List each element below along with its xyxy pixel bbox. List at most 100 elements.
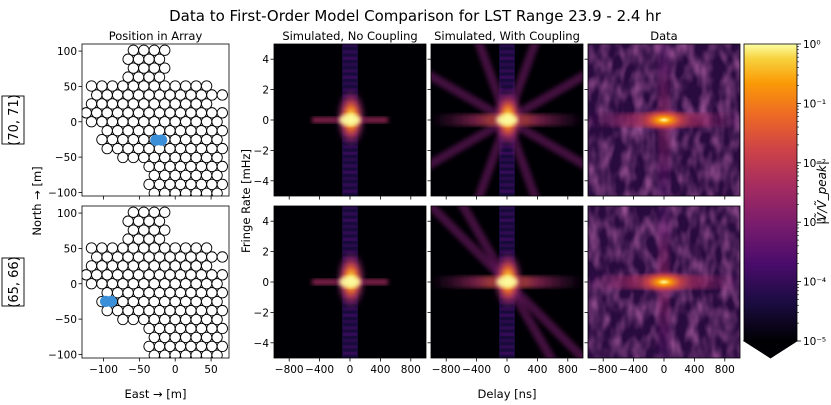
column-stripe <box>343 75 357 79</box>
antenna-marker <box>216 269 228 281</box>
antenna-marker <box>216 107 228 119</box>
x-tick-label: −800 <box>432 364 461 376</box>
antenna-marker <box>85 80 98 92</box>
antenna-marker <box>153 71 166 83</box>
column-stripe <box>500 345 514 349</box>
y-tick-label: 4 <box>262 216 269 228</box>
array-xlabel: East → [m] <box>125 387 187 401</box>
column-stripe <box>343 164 357 168</box>
column-stripe <box>343 345 357 349</box>
x-tick-label: 800 <box>715 364 735 376</box>
x-tick-label: −800 <box>589 364 618 376</box>
antenna-marker <box>96 242 108 254</box>
antenna-marker <box>216 251 228 263</box>
array-panel-1: 100 50 0 −50 −100 (70, 71) <box>1 43 230 200</box>
highlighted-antenna <box>105 295 118 308</box>
antenna-marker <box>153 233 166 245</box>
antenna-marker <box>159 206 171 218</box>
heatmap-panel-2-3: −800 −400 0 400 800 <box>584 205 741 376</box>
antenna-marker <box>216 304 228 317</box>
heatmap-panel-title: Simulated, No Coupling <box>282 29 417 43</box>
x-tick-label: −400 <box>305 364 334 376</box>
antenna-marker <box>216 142 228 155</box>
colorbar-tick-label: 10⁻⁴ <box>803 277 826 289</box>
y-tick-label: 50 <box>64 81 77 93</box>
heatmap-panel-1-1: 4 2 0 −2 −4 Simulated, No Coupling <box>254 29 427 200</box>
antenna-marker <box>216 322 228 335</box>
heatmap-xlabel: Delay [ns] <box>478 387 537 401</box>
column-stripe <box>343 212 357 216</box>
column-stripe <box>343 225 357 229</box>
colorbar: |Ṽ/Ṽ_peak| <box>742 43 829 359</box>
antenna-marker <box>180 242 192 254</box>
column-stripe <box>343 183 357 187</box>
antenna-marker <box>200 242 213 254</box>
antenna-marker <box>211 169 223 182</box>
y-tick-label: −50 <box>55 152 77 164</box>
x-tick-label: 400 <box>684 364 704 376</box>
column-stripe <box>343 326 357 330</box>
peak-core <box>496 276 518 288</box>
column-stripe <box>500 332 514 336</box>
column-stripe <box>343 69 357 73</box>
highlighted-antenna <box>155 134 168 146</box>
antenna-marker <box>200 80 213 92</box>
antenna-marker <box>159 62 171 74</box>
antenna-marker <box>85 242 98 254</box>
x-tick-label: 50 <box>204 364 217 376</box>
x-tick-label: 400 <box>527 364 547 376</box>
antenna-marker <box>216 178 228 190</box>
antenna-marker <box>169 242 181 254</box>
column-stripe <box>343 332 357 336</box>
array-panel-2: 100 50 0 −50 −100 −100 −50 0 50 (65, 66) <box>1 205 230 376</box>
x-tick-label: 800 <box>401 364 421 376</box>
x-tick-label: 400 <box>370 364 390 376</box>
y-tick-label: 0 <box>262 277 269 289</box>
antenna-marker <box>190 242 202 254</box>
array-panel-frame <box>81 205 230 359</box>
column-stripe <box>343 351 357 355</box>
column-stripe <box>343 50 357 54</box>
column-stripe <box>500 212 514 216</box>
antenna-marker <box>211 331 223 344</box>
column-stripe <box>500 320 514 324</box>
figure-title: Data to First-Order Model Comparison for… <box>169 7 662 25</box>
column-stripe <box>343 170 357 174</box>
antenna-marker <box>106 242 119 254</box>
heatmap-ylabel: Fringe Rate [mHz] <box>239 149 253 253</box>
column-stripe <box>343 82 357 86</box>
y-tick-label: −100 <box>48 187 77 199</box>
column-stripe <box>500 231 514 235</box>
column-stripe <box>500 206 514 210</box>
y-tick-label: 2 <box>262 247 269 259</box>
column-stripe <box>343 177 357 181</box>
array-panel-frame <box>81 43 230 197</box>
x-tick-label: 800 <box>558 364 578 376</box>
antenna-marker <box>211 278 223 290</box>
y-tick-label: 0 <box>70 279 77 291</box>
peak-blob <box>632 106 696 134</box>
antenna-marker <box>153 215 166 227</box>
x-tick-label: −400 <box>462 364 491 376</box>
y-tick-label: −50 <box>55 314 77 326</box>
column-stripe <box>500 351 514 355</box>
antenna-marker <box>159 224 171 236</box>
colorbar-tick-label: 10⁻³ <box>803 217 826 229</box>
antenna-marker <box>211 295 223 308</box>
y-tick-label: −2 <box>254 145 269 157</box>
row-label: (70, 71) <box>7 94 22 146</box>
heatmap-panel-1-3: Data <box>584 29 741 200</box>
column-stripe <box>500 237 514 241</box>
heatmap-panel-title: Simulated, With Coupling <box>434 29 580 43</box>
y-tick-label: −4 <box>254 338 270 350</box>
x-tick-label: −50 <box>128 364 150 376</box>
colorbar-tick-label: 10⁰ <box>803 39 821 51</box>
array-ylabel: North → [m] <box>30 166 44 235</box>
antenna-marker <box>159 44 171 56</box>
antenna-marker <box>169 80 181 92</box>
antenna-marker <box>180 80 192 92</box>
y-tick-label: 0 <box>262 115 269 127</box>
antenna-marker <box>211 116 223 128</box>
antenna-marker <box>190 80 202 92</box>
antenna-marker <box>216 340 228 352</box>
